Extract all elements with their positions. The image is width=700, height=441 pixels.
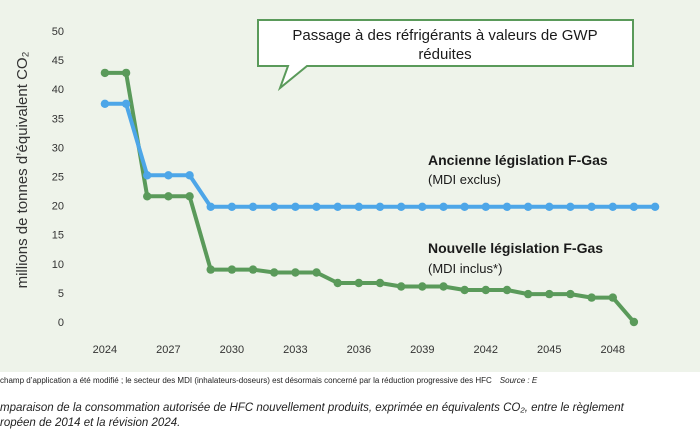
series-label-old: Ancienne législation F-Gas (MDI exclus) [428, 152, 608, 187]
footnote-source: Source : E [499, 376, 538, 385]
data-point [418, 202, 427, 211]
series-0 [100, 99, 660, 211]
callout-box [257, 19, 634, 92]
y-tick-label: 45 [52, 55, 64, 67]
data-point [439, 282, 448, 291]
y-tick-label: 20 [52, 201, 64, 213]
series-1 [100, 68, 639, 327]
data-point [100, 99, 110, 109]
x-tick-label: 2039 [410, 344, 434, 356]
data-point [587, 293, 596, 302]
data-point [481, 285, 490, 295]
data-point [291, 202, 300, 211]
footnote: champ d’application a été modifié ; le s… [0, 376, 700, 385]
callout-text-line1: Passage à des réfrigérants à valeurs de … [292, 27, 597, 44]
y-tick-label: 5 [58, 288, 64, 300]
callout-text-line2: réduites [418, 46, 471, 63]
x-tick-label: 2030 [220, 344, 244, 356]
data-point [460, 202, 469, 211]
data-point [545, 202, 554, 211]
data-point [566, 202, 575, 211]
data-point [354, 278, 363, 288]
line-chart: 0 5 10 15 20 25 30 35 40 45 50 2024 2027 2030 2033 203… [14, 19, 660, 356]
data-point [460, 285, 469, 295]
data-point [227, 202, 237, 211]
x-tick-label: 2024 [93, 344, 117, 356]
series-label-new-subtitle: (MDI inclus*) [428, 261, 502, 276]
data-point [481, 202, 490, 211]
data-point [164, 192, 173, 201]
y-axis-label: millions de tonnes d’équivalent CO₂ [14, 51, 31, 288]
data-point [312, 202, 321, 211]
y-tick-label: 30 [52, 142, 64, 154]
data-point [206, 265, 215, 274]
x-tick-label: 2027 [156, 344, 180, 356]
series-label-old-title: Ancienne législation F-Gas [428, 152, 608, 168]
data-point [418, 282, 427, 291]
data-point [312, 268, 321, 277]
figure-caption: mparaison de la consommation autorisée d… [0, 401, 700, 431]
data-point [354, 202, 363, 211]
data-point [545, 289, 554, 299]
data-point [270, 268, 279, 277]
data-point [566, 289, 575, 299]
data-point [502, 285, 512, 295]
data-point [397, 202, 406, 211]
y-tick-label: 10 [52, 259, 64, 271]
x-tick-label: 2033 [283, 344, 307, 356]
series-label-new-title: Nouvelle législation F-Gas [428, 240, 603, 256]
data-point [608, 293, 617, 302]
series-label-old-subtitle: (MDI exclus) [428, 172, 501, 187]
data-point [650, 202, 660, 211]
x-tick-label: 2036 [347, 344, 371, 356]
data-point [629, 317, 639, 327]
series-layer [100, 68, 660, 327]
y-tick-label: 15 [52, 230, 64, 242]
data-point [375, 278, 385, 288]
y-tick-label: 25 [52, 172, 64, 184]
data-point [100, 68, 110, 78]
data-point [143, 192, 152, 201]
data-point [523, 289, 533, 299]
data-point [206, 202, 215, 211]
data-point [227, 265, 237, 274]
data-point [587, 202, 596, 211]
data-point [375, 202, 385, 211]
data-point [121, 99, 131, 109]
data-point [185, 192, 194, 201]
data-point [185, 171, 194, 180]
x-axis-ticks: 2024 2027 2030 2033 2036 2039 2042 2045 2048 [93, 344, 625, 356]
y-tick-label: 0 [58, 317, 64, 329]
data-point [397, 282, 406, 291]
data-point [333, 278, 342, 288]
y-tick-label: 35 [52, 113, 64, 125]
y-axis-ticks: 0 5 10 15 20 25 30 35 40 45 50 [52, 26, 64, 329]
series-line [104, 70, 636, 324]
data-point [143, 171, 152, 180]
series-label-new: Nouvelle législation F-Gas (MDI inclus*) [428, 240, 603, 276]
data-point [164, 171, 173, 180]
y-tick-label: 50 [52, 26, 64, 38]
data-point [629, 202, 639, 211]
data-point [333, 202, 342, 211]
data-point [502, 202, 512, 211]
data-point [523, 202, 533, 211]
data-point [608, 202, 617, 211]
caption-line-1: mparaison de la consommation autorisée d… [0, 402, 624, 414]
x-tick-label: 2045 [537, 344, 561, 356]
data-point [439, 202, 448, 211]
data-point [270, 202, 279, 211]
caption-line-2: ropéen de 2014 et la révision 2024. [0, 417, 181, 429]
x-tick-label: 2048 [601, 344, 625, 356]
data-point [121, 68, 131, 78]
callout: Passage à des réfrigérants à valeurs de … [257, 19, 634, 92]
x-tick-label: 2042 [474, 344, 498, 356]
footnote-text: champ d’application a été modifié ; le s… [0, 376, 492, 385]
data-point [291, 268, 300, 277]
y-tick-label: 40 [52, 84, 64, 96]
data-point [248, 265, 258, 274]
data-point [248, 202, 258, 211]
